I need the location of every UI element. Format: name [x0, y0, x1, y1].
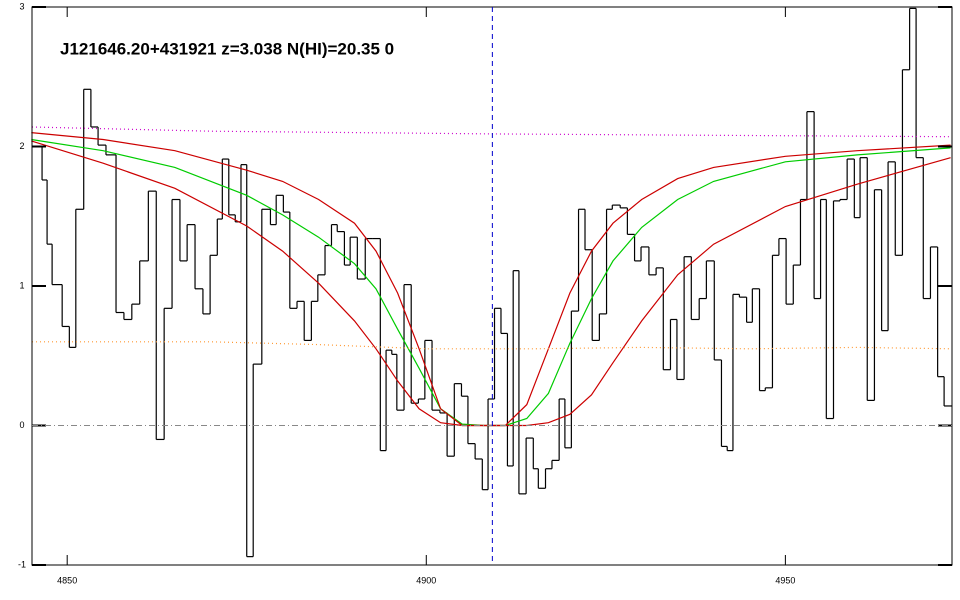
y-tick-label: 2	[19, 141, 24, 151]
y-tick-label: 3	[19, 1, 24, 11]
dotted-curve	[32, 341, 953, 350]
model-curve	[31, 132, 951, 427]
chart-title: J121646.20+431921 z=3.038 N(HI)=20.35 0	[60, 39, 394, 58]
y-tick-label: -1	[18, 559, 26, 569]
model-curve	[31, 140, 951, 427]
y-tick-label: 0	[19, 420, 24, 430]
x-tick-label: 4900	[416, 575, 436, 585]
x-tick-label: 4950	[775, 575, 795, 585]
y-tick-label: 1	[19, 280, 24, 290]
x-tick-label: 4850	[57, 575, 77, 585]
model-curve	[31, 138, 951, 427]
